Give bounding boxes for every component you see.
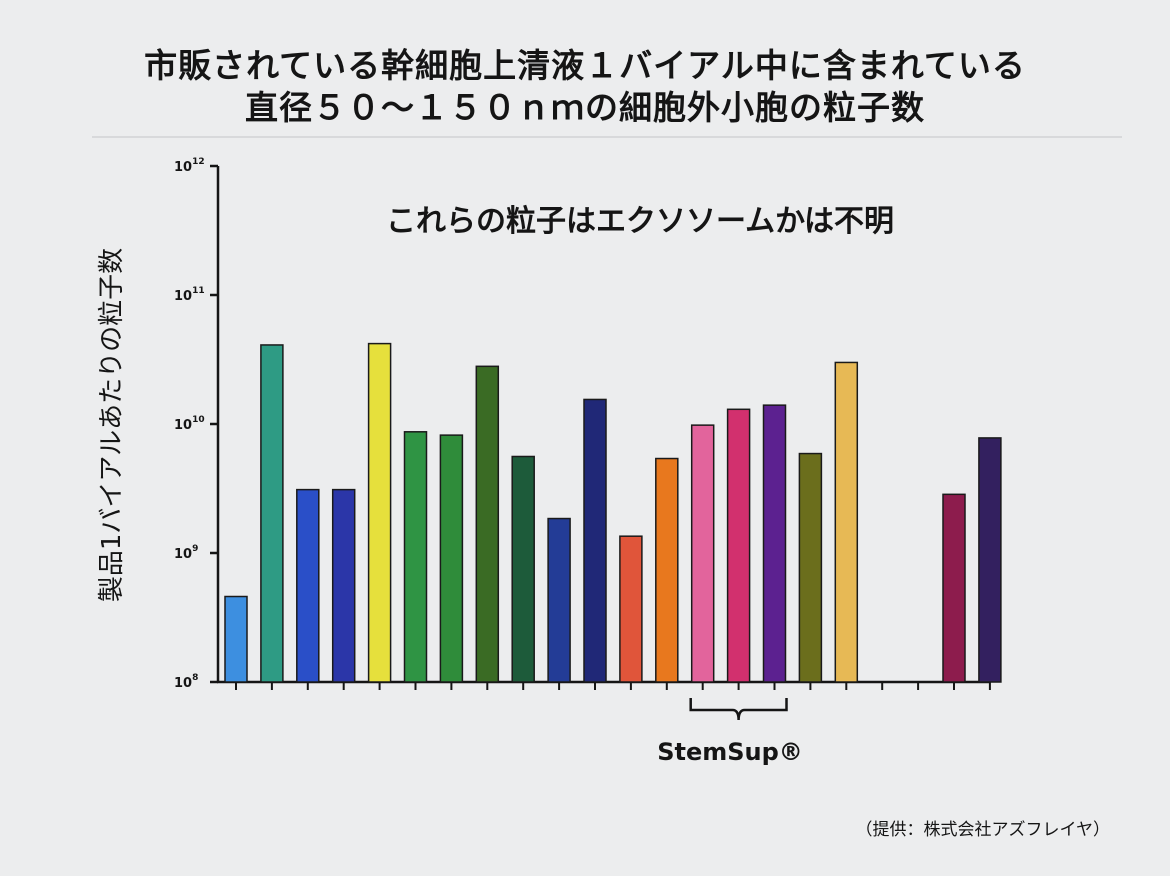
x-axis-ticks bbox=[235, 682, 991, 690]
bar-16 bbox=[762, 404, 787, 683]
y-tick-label: 1011 bbox=[174, 286, 205, 304]
credit-text: （提供：株式会社アズフレイヤ） bbox=[855, 820, 1111, 840]
bar-14 bbox=[690, 424, 715, 683]
bar-10 bbox=[547, 517, 571, 683]
bar-18 bbox=[834, 361, 859, 683]
bar-1 bbox=[224, 595, 248, 683]
chart-title-line2: 直径５０～１５０ｎｍの細胞外小胞の粒子数 bbox=[245, 88, 925, 127]
bar-6 bbox=[403, 431, 428, 683]
bar-21 bbox=[942, 493, 966, 683]
bar-5 bbox=[367, 342, 392, 683]
bar-9 bbox=[511, 455, 535, 683]
bar-12 bbox=[619, 535, 643, 683]
title-divider bbox=[92, 136, 1122, 138]
bar-17 bbox=[798, 452, 823, 683]
chart-subtitle: これらの粒子はエクソソームかは不明 bbox=[386, 204, 894, 239]
bar-15 bbox=[726, 408, 751, 683]
bar-8 bbox=[475, 365, 500, 683]
stemsup-label: StemSup® bbox=[657, 738, 803, 766]
bar-3 bbox=[296, 488, 320, 683]
bar-4 bbox=[331, 488, 356, 683]
chart-bars bbox=[224, 342, 1002, 683]
y-axis-ticks: 108 109 1010 1011 1012 bbox=[174, 157, 218, 691]
bar-7 bbox=[439, 434, 464, 683]
y-tick-label: 109 bbox=[174, 544, 198, 562]
bar-13 bbox=[655, 457, 679, 683]
bar-2 bbox=[260, 344, 284, 683]
y-tick-label: 1012 bbox=[174, 157, 205, 175]
bar-11 bbox=[583, 398, 607, 683]
y-tick-label: 1010 bbox=[174, 415, 205, 433]
stemsup-bracket bbox=[689, 698, 788, 721]
chart-title-line1: 市販されている幹細胞上清液１バイアル中に含まれている bbox=[144, 46, 1026, 85]
y-tick-label: 108 bbox=[174, 673, 198, 691]
bar-22 bbox=[978, 437, 1002, 683]
